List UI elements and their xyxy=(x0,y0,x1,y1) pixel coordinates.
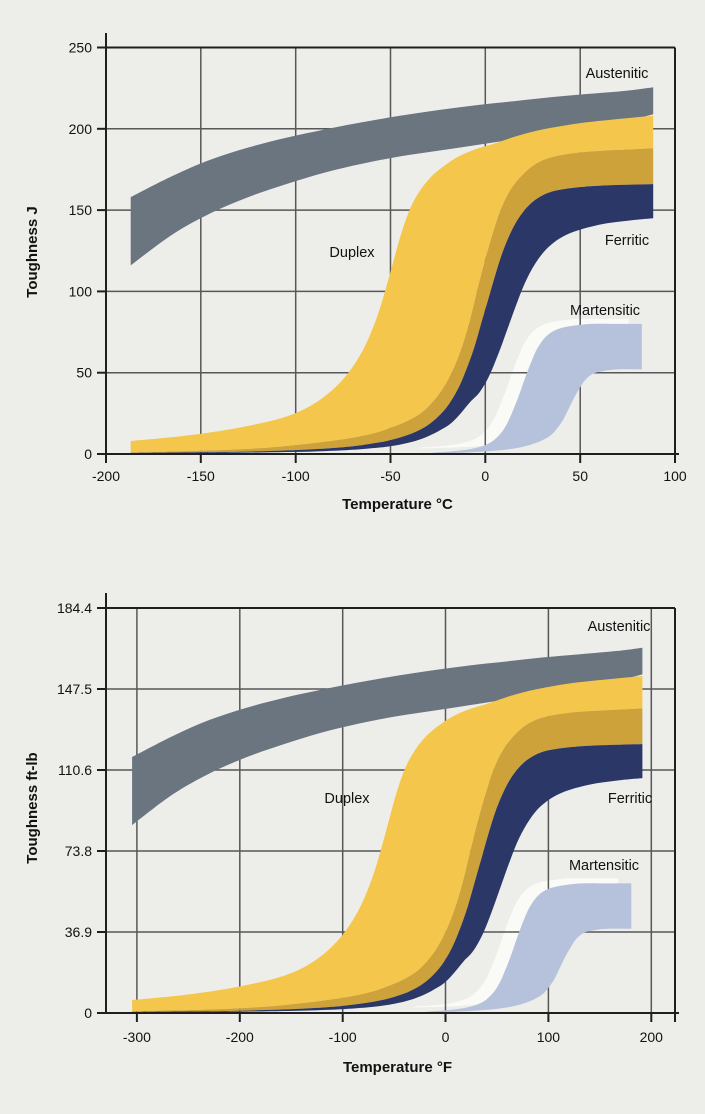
x-tick-label: 200 xyxy=(640,1029,664,1045)
y-tick-label: 150 xyxy=(69,202,93,218)
x-tick-label: -100 xyxy=(282,468,310,484)
band-austenitic xyxy=(130,87,654,266)
x-tick-label: -200 xyxy=(92,468,120,484)
y-tick-label: 73.8 xyxy=(65,843,92,859)
band-duplex xyxy=(130,115,654,453)
series-label-ferritic: Ferritic xyxy=(605,233,649,249)
y-axis-title: Toughness ft-lb xyxy=(24,752,41,863)
series-label-duplex: Duplex xyxy=(329,245,375,261)
x-axis-title: Temperature °F xyxy=(343,1059,452,1076)
x-axis-title: Temperature °C xyxy=(342,496,453,513)
series-label-ferritic: Ferritic xyxy=(608,791,652,807)
y-tick-label: 0 xyxy=(84,1005,92,1021)
x-tick-label: -200 xyxy=(226,1029,254,1045)
y-tick-label: 50 xyxy=(76,365,92,381)
y-tick-label: 184.4 xyxy=(57,600,92,616)
band-martensitic xyxy=(426,883,632,1013)
y-tick-label: 100 xyxy=(69,283,93,299)
band-duplex-ferritic-overlap xyxy=(130,148,654,453)
x-tick-label: 100 xyxy=(537,1029,561,1045)
band-austenitic xyxy=(132,647,643,826)
y-tick-label: 200 xyxy=(69,121,93,137)
x-tick-label: 0 xyxy=(481,468,489,484)
x-tick-label: -300 xyxy=(123,1029,151,1045)
band-ferritic xyxy=(130,184,654,454)
x-tick-label: 50 xyxy=(572,468,588,484)
series-label-austenitic: Austenitic xyxy=(586,66,649,82)
series-label-duplex: Duplex xyxy=(324,791,370,807)
y-tick-label: 36.9 xyxy=(65,924,92,940)
x-tick-label: -100 xyxy=(329,1029,357,1045)
series-label-austenitic: Austenitic xyxy=(588,619,651,635)
band-martensitic xyxy=(432,323,642,454)
band-duplex-ferritic-overlap xyxy=(132,708,643,1012)
y-tick-label: 110.6 xyxy=(58,762,92,778)
series-label-martensitic: Martensitic xyxy=(570,303,640,319)
y-axis-title: Toughness J xyxy=(24,206,41,297)
y-tick-label: 147.5 xyxy=(57,681,92,697)
y-tick-label: 0 xyxy=(84,446,92,462)
band-ferritic xyxy=(132,744,643,1013)
series-label-martensitic: Martensitic xyxy=(569,858,639,874)
x-tick-label: -150 xyxy=(187,468,215,484)
x-tick-label: 0 xyxy=(442,1029,450,1045)
band-duplex xyxy=(132,676,643,1012)
y-tick-label: 250 xyxy=(69,40,93,56)
x-tick-label: -50 xyxy=(380,468,400,484)
x-tick-label: 100 xyxy=(663,468,687,484)
